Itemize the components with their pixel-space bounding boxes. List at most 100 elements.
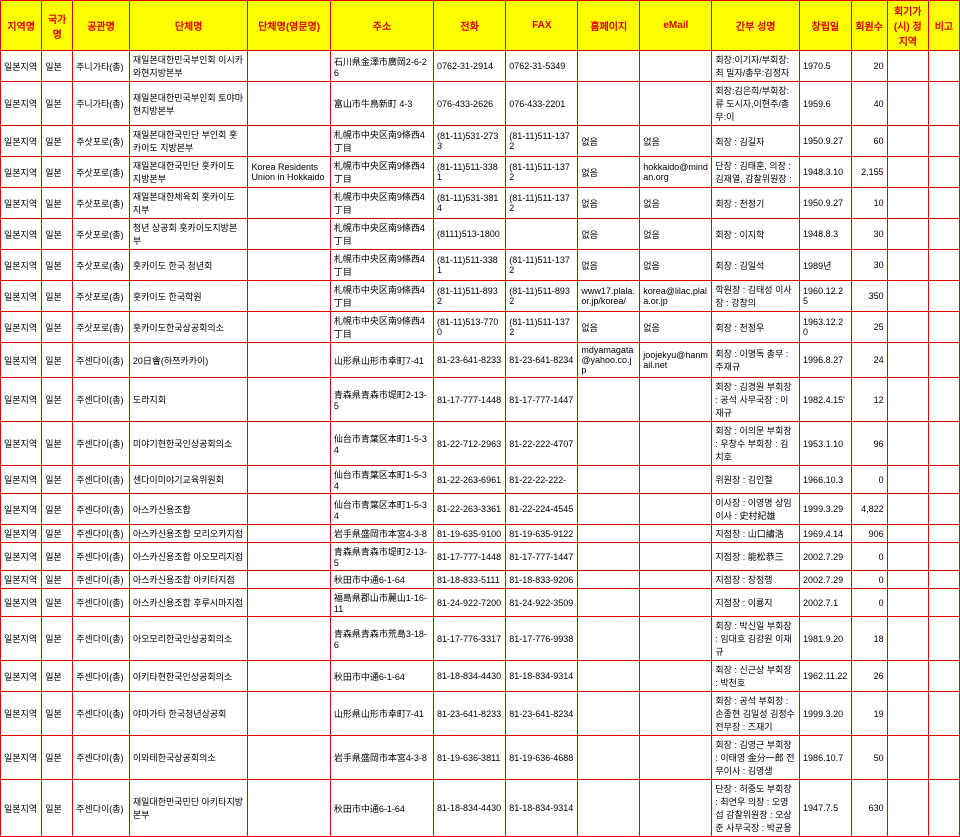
table-cell: 30 [851,219,887,250]
table-cell: 일본 [42,571,73,589]
table-cell: 仙台市青葉区本町1-5-34 [330,422,433,466]
table-cell: 81-17-776-9938 [506,617,578,661]
table-cell: 일본지역 [1,543,42,571]
table-cell: 81-17-777-1448 [434,378,506,422]
table-cell: 10 [851,188,887,219]
table-row: 일본지역일본주센다이(총)아스카신용조합 모리오카지점岩手県盛岡市本宮4-3-8… [1,525,960,543]
table-cell: 주니가타(총) [73,82,130,126]
table-cell: 秋田市中通6-1-64 [330,571,433,589]
table-cell: 일본지역 [1,219,42,250]
table-cell: 학원장 : 김태성 이사장 : 강창의 [712,281,800,312]
table-cell: 秋田市中通6-1-64 [330,780,433,837]
table-cell: 일본지역 [1,250,42,281]
table-cell: 岩手県盛岡市本宮4-3-8 [330,525,433,543]
table-cell: 이와테한국상공회의소 [129,736,248,780]
table-cell: 1982.4.15' [800,378,852,422]
table-header-row: 지역명국가명공관명단체명단체명(영문명)주소전화FAX홈페이지eMail간부 성… [1,1,960,51]
table-cell [578,466,640,494]
table-row: 일본지역일본주삿포로(총)훗카이도 한국학원札幌市中央区南9條西4丁目(81-1… [1,281,960,312]
table-cell: 주삿포로(총) [73,157,130,188]
table-cell: 福島県郡山市麗山1-16-11 [330,589,433,617]
table-cell: 30 [851,250,887,281]
table-cell: 1981.9.20 [800,617,852,661]
table-cell: 81-23-641-8234 [506,343,578,378]
table-cell: 일본지역 [1,281,42,312]
table-cell [248,312,330,343]
table-cell [248,188,330,219]
table-cell [248,219,330,250]
table-cell: 秋田市中通6-1-64 [330,661,433,692]
table-cell: 0 [851,571,887,589]
table-cell: 주센다이(총) [73,422,130,466]
table-cell: (81-11)511-1372 [506,157,578,188]
table-cell: 일본 [42,589,73,617]
table-cell: 076-433-2626 [434,82,506,126]
table-cell: 주센다이(총) [73,617,130,661]
table-cell: (81-11)511-8932 [434,281,506,312]
table-cell: 훗카이도 한국학원 [129,281,248,312]
table-cell [887,617,928,661]
table-cell: 1959.6 [800,82,852,126]
table-cell: 주센다이(총) [73,736,130,780]
table-cell: 일본지역 [1,378,42,422]
table-cell: 지점장 : 장정행 [712,571,800,589]
table-cell: 없음 [640,126,712,157]
table-cell: 81-19-635-9122 [506,525,578,543]
table-cell: 0 [851,589,887,617]
table-cell: 주삿포로(총) [73,250,130,281]
table-cell: 없음 [578,312,640,343]
table-cell [578,51,640,82]
table-cell [887,525,928,543]
table-cell: (81-11)511-1372 [506,126,578,157]
table-cell [887,780,928,837]
table-cell [887,312,928,343]
table-cell [248,126,330,157]
table-cell [928,466,959,494]
col-header: 지역명 [1,1,42,51]
table-cell: 仙台市青葉区本町1-5-34 [330,494,433,525]
table-cell: 2002.7.29 [800,571,852,589]
table-cell: (81-11)511-1372 [506,312,578,343]
table-cell [578,780,640,837]
table-cell: 18 [851,617,887,661]
table-cell [928,543,959,571]
table-cell [640,543,712,571]
table-cell: 19 [851,692,887,736]
table-cell: 20日會(하쯔카카이) [129,343,248,378]
table-cell: 일본 [42,692,73,736]
table-cell: 일본지역 [1,525,42,543]
table-cell [640,617,712,661]
table-cell: 주센다이(총) [73,692,130,736]
col-header: 간부 성명 [712,1,800,51]
table-cell: 도라지회 [129,378,248,422]
table-cell [887,281,928,312]
table-cell: 札幌市中央区南9條西4丁目 [330,281,433,312]
table-cell [640,589,712,617]
table-cell: 1960.12.25 [800,281,852,312]
table-cell: 81-18-834-4430 [434,780,506,837]
table-cell [640,525,712,543]
table-cell [887,250,928,281]
table-cell: 일본지역 [1,736,42,780]
table-cell [928,219,959,250]
table-cell: 없음 [640,250,712,281]
table-cell: 26 [851,661,887,692]
table-cell: 81-22-712-2963 [434,422,506,466]
table-cell: 1970.5 [800,51,852,82]
table-cell [928,188,959,219]
table-cell: 일본 [42,219,73,250]
table-cell [578,494,640,525]
table-cell: 일본 [42,281,73,312]
table-cell: www17.plala.or.jp/korea/ [578,281,640,312]
table-cell [248,571,330,589]
table-cell [928,312,959,343]
table-cell: 일본 [42,617,73,661]
table-cell: 재일본대한국민단 부인회 훗카이도 지방본부 [129,126,248,157]
table-cell [640,466,712,494]
table-cell: 아스카신용조합 후루시마지점 [129,589,248,617]
table-cell [887,661,928,692]
table-cell [887,126,928,157]
table-cell: 재일본대한민국부인회 이시카와현지방본부 [129,51,248,82]
table-cell: 81-23-641-8233 [434,692,506,736]
table-cell: 1986.10.7 [800,736,852,780]
